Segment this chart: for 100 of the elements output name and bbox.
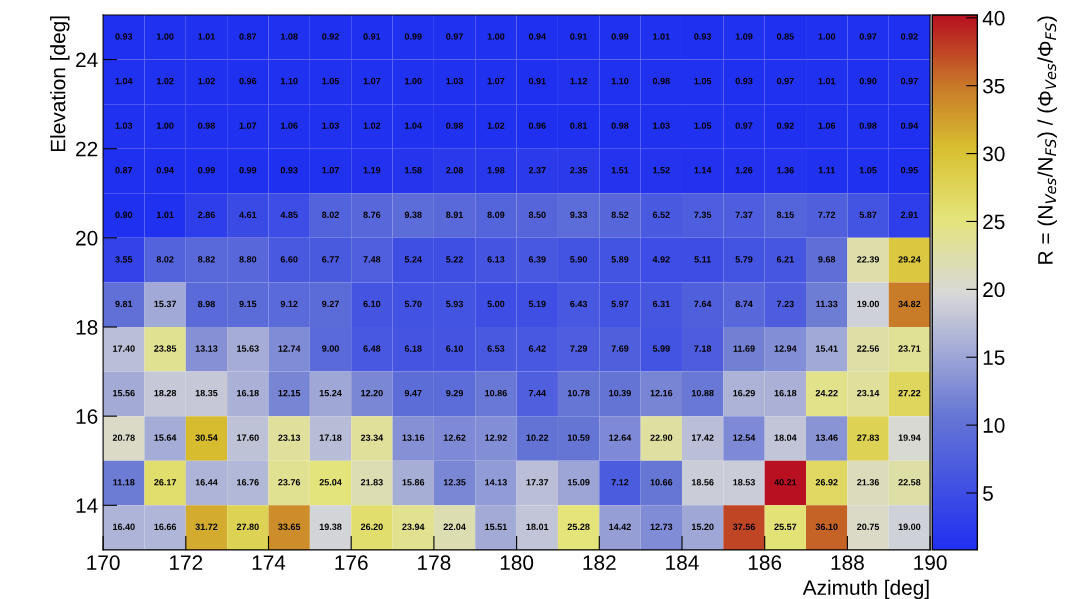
data-label: 16.18 xyxy=(774,389,797,397)
data-label: 0.90 xyxy=(115,211,133,218)
data-label: 23.94 xyxy=(402,523,425,531)
data-label: 1.01 xyxy=(198,33,216,40)
data-label: 1.03 xyxy=(653,122,670,129)
data-label: 0.94 xyxy=(900,122,919,129)
x-tick-label: 186 xyxy=(748,555,782,571)
data-label: 26.17 xyxy=(154,479,177,486)
data-label: 33.65 xyxy=(278,523,301,531)
data-label: 7.12 xyxy=(611,479,629,486)
data-label: 5.70 xyxy=(404,300,422,308)
data-label: 0.97 xyxy=(735,122,753,129)
data-label: 1.02 xyxy=(487,122,505,129)
data-label: 23.85 xyxy=(154,345,177,352)
data-label: 12.20 xyxy=(361,389,383,397)
data-label: 5.00 xyxy=(487,300,505,308)
data-label: 15.56 xyxy=(113,389,135,397)
y-tick-label: 16 xyxy=(76,409,98,424)
y-tick-label: 22 xyxy=(76,141,98,157)
data-label: 18.56 xyxy=(691,479,714,486)
data-label: 2.86 xyxy=(198,211,215,218)
data-label: 27.83 xyxy=(857,434,880,441)
data-label: 9.81 xyxy=(115,300,133,308)
data-label: 0.91 xyxy=(570,33,588,40)
data-label: 4.85 xyxy=(280,211,298,218)
data-label: 30.54 xyxy=(195,434,218,441)
data-label: 0.99 xyxy=(404,33,422,40)
data-label: 15.51 xyxy=(485,523,507,531)
data-label: 1.03 xyxy=(322,122,339,129)
data-label: 9.12 xyxy=(280,300,298,308)
data-label: 15.41 xyxy=(815,345,838,352)
data-label: 13.46 xyxy=(815,434,838,441)
color-bar-label: 35 xyxy=(983,78,1005,94)
data-label: 5.19 xyxy=(528,300,546,308)
y-tick-label: 24 xyxy=(76,52,98,68)
data-label: 0.97 xyxy=(900,77,918,85)
data-label: 6.48 xyxy=(363,345,381,352)
data-label: 12.35 xyxy=(443,479,466,486)
data-label: 15.20 xyxy=(691,523,714,531)
data-label: 12.74 xyxy=(278,345,301,352)
data-label: 6.52 xyxy=(652,211,670,218)
data-label: 7.23 xyxy=(776,300,794,308)
data-label: 31.72 xyxy=(195,523,218,531)
data-label: 8.02 xyxy=(322,211,339,218)
data-label: 1.52 xyxy=(653,167,670,174)
data-label: 1.09 xyxy=(735,33,753,40)
data-label: 5.87 xyxy=(859,211,877,218)
data-label: 36.10 xyxy=(815,523,838,531)
data-label: 6.10 xyxy=(446,345,463,352)
y-tick-label: 18 xyxy=(76,320,98,335)
data-label: 0.97 xyxy=(859,33,877,40)
data-label: 9.15 xyxy=(239,300,257,308)
data-label: 10.78 xyxy=(567,389,590,397)
data-label: 4.61 xyxy=(239,211,257,218)
data-label: 8.98 xyxy=(197,300,215,308)
data-label: 7.29 xyxy=(570,345,588,352)
data-label: 16.29 xyxy=(733,389,755,397)
x-axis-title: Azimuth [deg] xyxy=(802,579,929,599)
data-label: 8.52 xyxy=(611,211,629,218)
data-label: 20.78 xyxy=(112,434,135,441)
data-label: 0.87 xyxy=(239,33,257,40)
data-label: 37.56 xyxy=(732,523,755,531)
data-label: 1.00 xyxy=(405,77,422,85)
data-label: 15.64 xyxy=(154,434,177,441)
data-label: 8.82 xyxy=(197,256,215,263)
data-label: 1.02 xyxy=(198,77,215,85)
color-bar-label: 10 xyxy=(983,418,1005,433)
x-tick-label: 178 xyxy=(418,555,451,571)
data-label: 0.92 xyxy=(322,33,339,40)
data-label: 10.22 xyxy=(526,434,549,441)
data-label: 1.00 xyxy=(156,122,174,129)
data-label: 0.85 xyxy=(776,33,794,40)
data-label: 6.53 xyxy=(487,345,505,352)
y-axis-title: Elevation [deg] xyxy=(50,16,70,152)
data-label: 0.96 xyxy=(528,122,546,129)
data-label: 1.98 xyxy=(487,167,505,174)
data-label: 0.93 xyxy=(735,77,753,85)
data-label: 21.83 xyxy=(360,479,383,486)
data-label: 23.71 xyxy=(898,345,921,352)
data-label: 18.35 xyxy=(195,389,218,397)
data-label: 1.06 xyxy=(280,122,298,129)
data-label: 19.38 xyxy=(319,523,342,531)
data-label: 17.40 xyxy=(113,345,135,352)
data-label: 5.11 xyxy=(694,256,711,263)
data-label: 0.93 xyxy=(694,33,712,40)
data-label: 11.33 xyxy=(816,300,838,308)
data-label: 13.13 xyxy=(195,345,218,352)
data-label: 1.04 xyxy=(115,77,133,85)
data-label: 1.11 xyxy=(818,167,835,174)
data-label: 2.08 xyxy=(446,167,464,174)
data-label: 22.58 xyxy=(898,479,921,486)
data-label: 1.01 xyxy=(818,77,836,85)
color-bar-label: 15 xyxy=(983,350,1005,365)
data-label: 16.40 xyxy=(113,523,135,531)
data-label: 8.80 xyxy=(239,256,257,263)
data-label: 13.16 xyxy=(402,434,425,441)
data-label: 8.02 xyxy=(156,256,174,263)
data-label: 8.09 xyxy=(487,211,505,218)
data-label: 17.60 xyxy=(237,434,259,441)
data-label: 5.89 xyxy=(611,256,629,263)
